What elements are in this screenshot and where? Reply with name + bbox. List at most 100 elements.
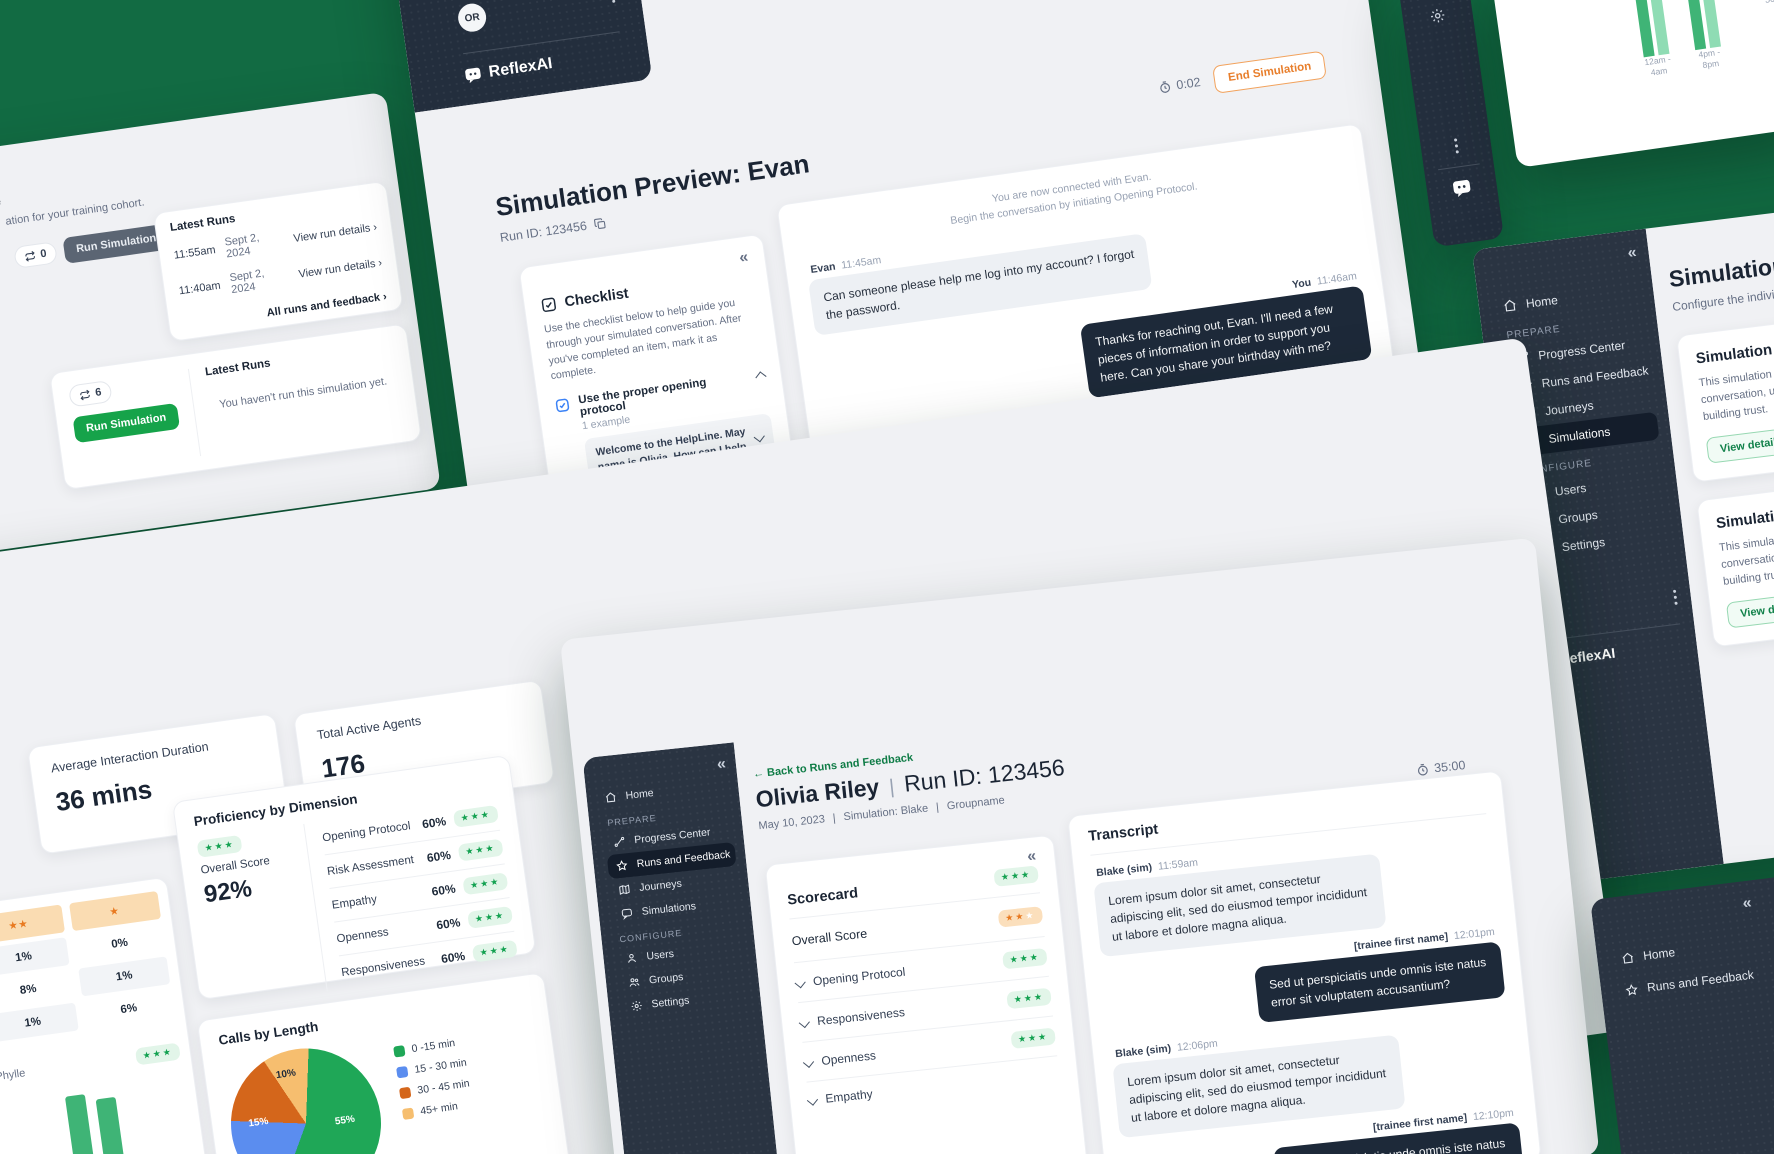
users-icon — [629, 978, 640, 987]
run-count: 6 — [94, 386, 103, 400]
home-icon — [605, 792, 616, 803]
gear-icon[interactable] — [1429, 7, 1447, 25]
reflexai-wordmark: ReflexAI — [487, 55, 554, 81]
sidebar-item-label: Settings — [650, 994, 690, 1011]
dimension-label: Opening Protocol — [321, 819, 412, 844]
view-run-details-link[interactable]: View run details › — [297, 256, 383, 281]
repeat-icon — [25, 250, 35, 262]
mini-bar-chart-card: 12am - 4am 4pm - 8pm 100% 50% — [1488, 0, 1774, 168]
latest-runs-title: Latest Runs — [204, 357, 272, 379]
timer-value: 0:02 — [1175, 74, 1202, 93]
legend-swatch — [395, 1065, 409, 1078]
collapse-sidebar-icon[interactable]: « — [716, 755, 727, 774]
sidebar-item-label: Groups — [648, 970, 684, 987]
transcript-card: Transcript Blake (sim) 11:59am Lorem ipsu… — [1067, 770, 1542, 1154]
stars-pill: ★★★ — [457, 838, 504, 862]
kebab-menu-icon[interactable] — [1453, 138, 1459, 154]
sidebar-item-label: Simulations — [1547, 424, 1612, 447]
sidebar-item-home[interactable]: Home — [1490, 276, 1643, 322]
sidebar-item-settings[interactable]: Settings — [621, 982, 751, 1019]
sidebar-item-label: Users — [645, 947, 675, 963]
sidebar-item-journeys[interactable]: Journeys — [609, 866, 739, 903]
sidebar-item-label: Users — [1554, 480, 1588, 499]
sidebar-item-users[interactable]: Users — [616, 934, 746, 971]
collapse-panel-icon[interactable]: « — [738, 248, 750, 267]
run-review-window: « Home PREPARE Progress Center Runs and … — [560, 537, 1600, 1154]
all-runs-feedback-link[interactable]: All runs and feedback › — [266, 290, 388, 320]
sidebar-item-progress-center[interactable]: Progress Center — [604, 818, 734, 855]
sidebar-item-label: Progress Center — [1537, 338, 1626, 363]
checklist-icon — [541, 297, 557, 312]
chat-icon — [621, 908, 632, 920]
simulation-run-card: 6 Run Simulation Latest Runs You haven't… — [49, 323, 423, 491]
chevron-down-icon[interactable] — [753, 431, 765, 443]
sidebar-item-label: Settings — [1561, 535, 1606, 555]
sidebar-item-label: Progress Center — [633, 826, 712, 847]
dimension-value: 60% — [440, 948, 466, 966]
reflexai-logo-icon — [1453, 179, 1471, 198]
user-avatar[interactable]: OR — [456, 1, 488, 34]
chevron-down-icon[interactable] — [794, 976, 806, 988]
checkbox-checked-icon[interactable] — [554, 397, 571, 414]
system-message: You are now connected with Evan. — [991, 170, 1153, 206]
stopwatch-icon — [1417, 763, 1428, 775]
chevron-down-icon[interactable] — [806, 1094, 819, 1106]
session-timer: 35:00 — [1416, 758, 1466, 777]
mini-bar — [95, 1096, 126, 1154]
star-table-card: ★★ ★ 1% 0% 8% 1% 1% 6% Phylle ★★★ — [0, 876, 213, 1154]
checklist-item[interactable]: Use the proper opening protocol 1 exampl… — [554, 368, 769, 435]
stars-pill: ★★★ — [134, 1042, 181, 1066]
sidebar-item-label: Home — [625, 787, 655, 802]
chevron-down-icon[interactable] — [798, 1016, 810, 1028]
sidebar-bottom-fragment: OR ReflexAI — [380, 0, 653, 113]
legend-swatch — [401, 1107, 415, 1120]
stars-pill: ★★★ — [471, 939, 518, 963]
kebab-menu-icon[interactable] — [1672, 589, 1678, 605]
collapse-sidebar-icon[interactable]: « — [1741, 894, 1753, 913]
sidebar-item-simulations[interactable]: Simulations — [612, 890, 742, 927]
reflexai-logo-icon — [465, 67, 481, 84]
end-simulation-button[interactable]: End Simulation — [1212, 50, 1327, 94]
dimension-label: Opening Protocol — [812, 964, 906, 988]
run-count-badge: 6 — [68, 379, 113, 408]
collapse-sidebar-icon[interactable]: « — [1626, 244, 1638, 262]
chevron-down-icon[interactable] — [802, 1056, 815, 1068]
dimension-label: Empathy — [331, 893, 378, 912]
legend-item: 0 -15 min — [393, 1036, 465, 1058]
repeat-icon — [80, 389, 90, 400]
sidebar-item-groups[interactable]: Groups — [619, 958, 749, 995]
kebab-menu-icon[interactable] — [610, 0, 616, 3]
stopwatch-icon — [1160, 80, 1171, 93]
session-timer: 0:02 — [1158, 74, 1202, 95]
sidebar: « Home PREPARE Progress Center Runs and … — [582, 742, 786, 1154]
collapse-panel-icon[interactable]: « — [1026, 847, 1038, 866]
sidebar-item-home[interactable]: Home — [1608, 925, 1774, 974]
home-icon — [1504, 299, 1516, 312]
home-icon — [1622, 952, 1633, 964]
run-simulation-button[interactable]: Run Simulation — [72, 402, 180, 444]
copy-icon[interactable] — [593, 217, 607, 231]
view-details-button[interactable]: View deta — [1725, 593, 1774, 629]
message-time: 11:45am — [840, 253, 882, 272]
gear-icon — [631, 1000, 642, 1012]
transcript-title: Transcript — [1087, 787, 1487, 856]
title-divider: | — [888, 775, 896, 799]
sidebar-item-runs-and-feedback[interactable]: Runs and Feedback — [1612, 956, 1774, 1005]
dimension-value: 60% — [430, 881, 457, 899]
run-time: 11:55am — [173, 244, 217, 262]
legend-item: 15 - 30 min — [395, 1057, 467, 1079]
sidebar-item-home[interactable]: Home — [596, 773, 730, 811]
dimension-label: Responsiveness — [340, 954, 426, 979]
page-title: Simulations — [1667, 250, 1774, 293]
view-details-button[interactable]: View details — [1705, 427, 1774, 464]
pie-slice-label: 55% — [334, 1113, 356, 1128]
dimension-label: Empathy — [824, 1086, 874, 1106]
sidebar-item-label: Simulations — [641, 900, 697, 918]
chevron-up-icon[interactable] — [755, 371, 767, 383]
view-run-details-link[interactable]: View run details › — [292, 221, 378, 245]
stars-pill: ★★★ — [1010, 1027, 1056, 1049]
collapsed-sidebar-fragment — [1398, 0, 1505, 248]
sidebar-item-runs-and-feedback[interactable]: Runs and Feedback — [606, 841, 737, 880]
stars-pill: ★★★ — [196, 834, 243, 858]
trainee-name: Olivia Riley — [754, 773, 881, 813]
